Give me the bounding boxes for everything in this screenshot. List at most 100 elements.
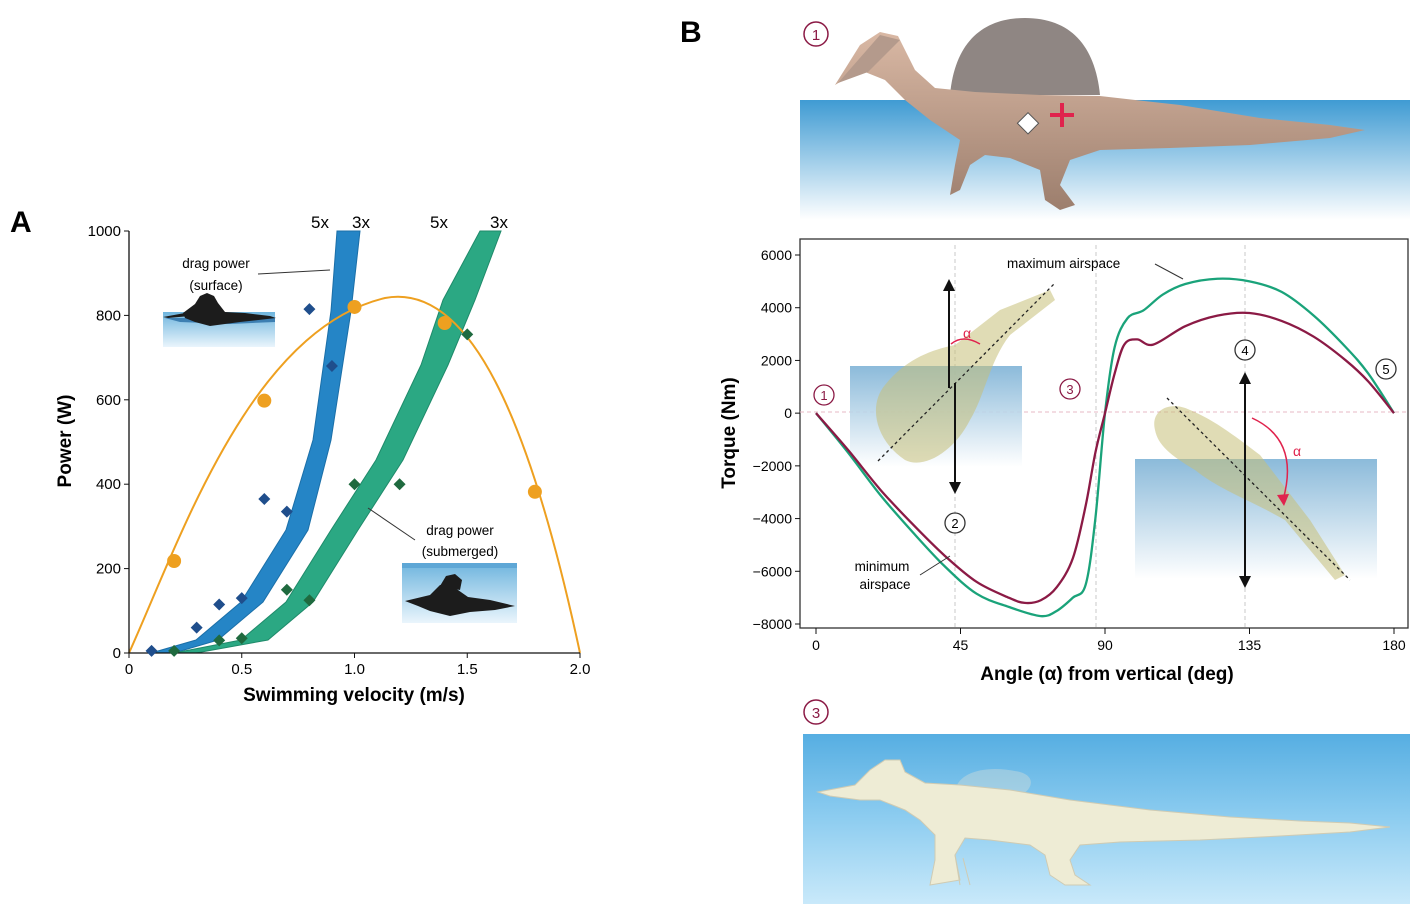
generated-power-curve — [128, 295, 581, 654]
marker-3-label: 3 — [1066, 382, 1073, 397]
band-label-surface-3x: 3x — [352, 213, 370, 232]
submerged-drag-point — [235, 632, 248, 645]
panel-b-axes: 0 45 90 135 180−8000−6000−4000−2000020004000… — [753, 247, 1406, 653]
panel-b-y-tick-label: 2000 — [761, 352, 792, 368]
panel-a-marks — [145, 299, 542, 657]
submerged-silhouette-inset — [402, 563, 517, 623]
max-airspace-leader — [1154, 263, 1184, 280]
marker-2: 2 — [944, 512, 966, 534]
surface-drag-point — [303, 303, 316, 316]
surface-drag-point — [235, 592, 248, 605]
surface-drag-band — [150, 230, 361, 654]
submerged-drag-point — [461, 328, 474, 341]
marker-5-label: 5 — [1382, 362, 1389, 377]
panel-a-x-tick-label: 2.0 — [570, 661, 591, 678]
panel-b-y-tick-label: 6000 — [761, 247, 792, 263]
surface-drag-point — [190, 621, 203, 634]
torque-chart: α α 0 45 90 135 180−8000−6000−4000−200002000… — [719, 238, 1409, 685]
angle-135-inset: α — [1135, 372, 1377, 588]
dinosaur-body-top — [835, 32, 1365, 210]
panel-a-x-tick-label: 0.5 — [231, 661, 252, 678]
marker-3: 3 — [1059, 378, 1081, 400]
panel-b-xlabel: Angle (α) from vertical (deg) — [980, 664, 1233, 685]
submerged-drag-band — [173, 230, 502, 654]
surface-drag-point — [258, 492, 271, 505]
surface-drag-point — [325, 360, 338, 373]
angle-45-inset: α — [850, 279, 1056, 494]
submerged-label-line2: (submerged) — [422, 544, 499, 559]
center-of-buoyancy-marker — [1016, 111, 1040, 135]
center-of-mass-marker — [1050, 103, 1074, 127]
surface-label-line2: (surface) — [189, 278, 242, 293]
panel-b-y-tick-label: −2000 — [753, 458, 793, 474]
marker-4-label: 4 — [1241, 343, 1248, 358]
surface-drag-point — [213, 598, 226, 611]
panel-b-y-tick-label: −8000 — [753, 616, 793, 632]
panel-a-xlabel: Swimming velocity (m/s) — [243, 685, 465, 706]
submerged-drag-point — [213, 634, 226, 647]
band-label-surface-5x: 5x — [311, 213, 329, 232]
panel-b-y-tick-label: 4000 — [761, 300, 792, 316]
panel-b-ylabel: Torque (Nm) — [719, 377, 740, 489]
marker-1-label: 1 — [820, 388, 827, 403]
submerged-drag-point — [348, 478, 361, 491]
panel-b-x-tick-label: 45 — [953, 637, 969, 653]
generated-power-point — [167, 554, 182, 569]
panel-b-x-tick-label: 180 — [1382, 637, 1406, 653]
surface-label-leader — [257, 269, 331, 275]
marker-2-label: 2 — [951, 516, 958, 531]
panel-a-letter: A — [10, 206, 32, 239]
min-airspace-label-line2: airspace — [859, 577, 910, 592]
surface-drag-point — [280, 505, 293, 518]
surface-drag-point — [145, 644, 158, 657]
panel-a-y-tick-label: 800 — [96, 307, 121, 324]
submerged-label-leader — [367, 507, 416, 541]
submerged-drag-point — [303, 594, 316, 607]
top-scene-inset: 1 — [800, 18, 1410, 220]
surface-label-line1: drag power — [182, 256, 250, 271]
marker-4: 4 — [1234, 339, 1256, 361]
panel-a-x-tick-label: 1.0 — [344, 661, 365, 678]
panel-a-ylabel: Power (W) — [55, 395, 76, 488]
panel-a-x-tick-label: 1.5 — [457, 661, 478, 678]
panel-b-y-tick-label: −4000 — [753, 511, 793, 527]
panel-a-axes: 0 0.5 1.0 1.5 2.0 0 200 400 600 800 1000 — [88, 223, 591, 678]
generated-power-point — [257, 393, 272, 408]
panel-b-y-tick-label: −6000 — [753, 563, 793, 579]
bottom-scene-marker: 3 — [812, 705, 820, 722]
panel-a-y-tick-label: 200 — [96, 561, 121, 578]
panel-a-y-tick-label: 1000 — [88, 223, 121, 240]
max-airspace-label: maximum airspace — [1007, 256, 1120, 271]
panel-a-y-tick-label: 400 — [96, 476, 121, 493]
submerged-label-line1: drag power — [426, 523, 494, 538]
submerged-drag-point — [280, 583, 293, 596]
panel-b-x-tick-label: 90 — [1097, 637, 1113, 653]
submerged-drag-point — [168, 644, 181, 657]
panel-a-y-tick-label: 600 — [96, 392, 121, 409]
dinosaur-body-bottom — [816, 759, 1391, 886]
panel-a-x-tick-label: 0 — [125, 661, 133, 678]
panel-b-letter: B — [680, 16, 702, 49]
panel-b-x-tick-label: 0 — [812, 637, 820, 653]
surface-silhouette-inset — [163, 293, 276, 347]
generated-power-point — [437, 315, 452, 330]
angle-45-alpha: α — [963, 325, 971, 341]
band-label-submerged-3x: 3x — [490, 213, 508, 232]
panel-a-y-tick-label: 0 — [113, 645, 121, 662]
generated-power-point — [347, 299, 362, 314]
min-airspace-leader — [919, 555, 951, 576]
panel-b-x-tick-label: 135 — [1238, 637, 1262, 653]
panel-b-y-tick-label: 0 — [784, 405, 792, 421]
top-scene-marker: 1 — [812, 27, 820, 44]
marker-1: 1 — [813, 384, 835, 406]
generated-power-point — [527, 484, 542, 499]
marker-5: 5 — [1375, 358, 1397, 380]
dinosaur-sail — [950, 18, 1100, 95]
submerged-drag-point — [393, 478, 406, 491]
angle-135-alpha: α — [1293, 443, 1301, 459]
bottom-scene-inset: 3 — [803, 699, 1410, 904]
min-airspace-label-line1: minimum — [855, 559, 910, 574]
band-label-submerged-5x: 5x — [430, 213, 448, 232]
